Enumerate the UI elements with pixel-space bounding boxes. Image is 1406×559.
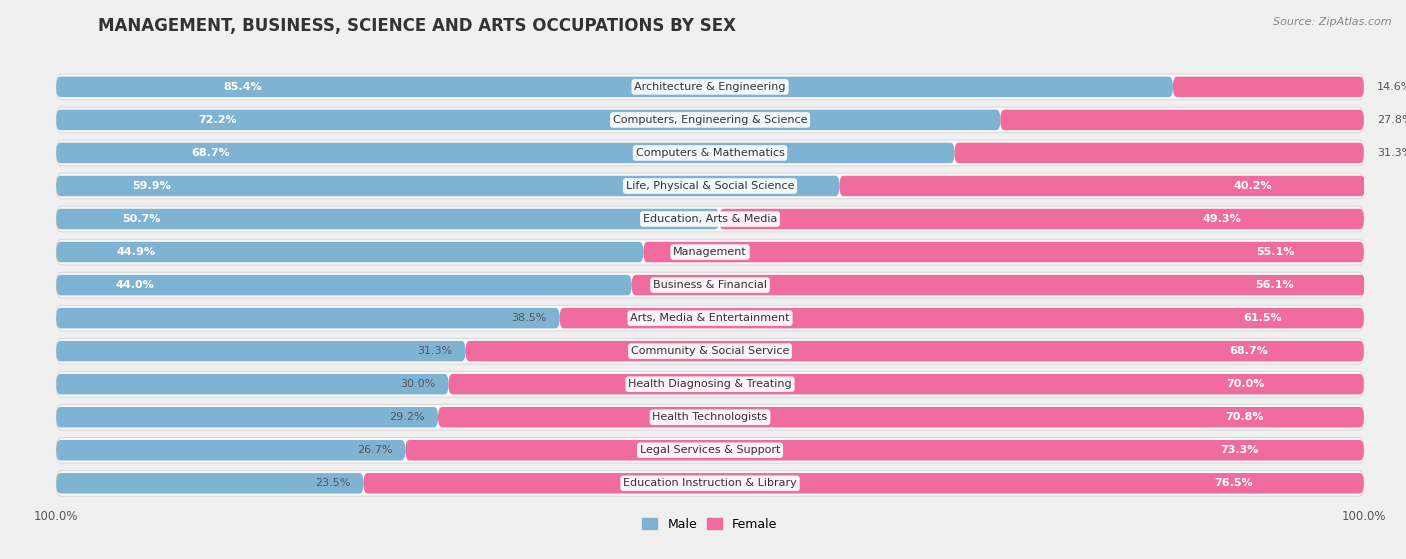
Text: Computers, Engineering & Science: Computers, Engineering & Science <box>613 115 807 125</box>
FancyBboxPatch shape <box>955 143 1364 163</box>
Text: 72.2%: 72.2% <box>198 115 236 125</box>
FancyBboxPatch shape <box>56 275 631 295</box>
FancyBboxPatch shape <box>56 242 644 262</box>
FancyBboxPatch shape <box>56 308 560 328</box>
Text: 27.8%: 27.8% <box>1376 115 1406 125</box>
Text: Management: Management <box>673 247 747 257</box>
FancyBboxPatch shape <box>439 407 1364 428</box>
FancyBboxPatch shape <box>720 209 1364 229</box>
Text: Legal Services & Support: Legal Services & Support <box>640 446 780 455</box>
FancyBboxPatch shape <box>1000 110 1364 130</box>
FancyBboxPatch shape <box>560 308 1364 328</box>
FancyBboxPatch shape <box>56 143 955 163</box>
Text: 29.2%: 29.2% <box>389 412 425 422</box>
Text: 56.1%: 56.1% <box>1256 280 1294 290</box>
Text: Source: ZipAtlas.com: Source: ZipAtlas.com <box>1274 17 1392 27</box>
Text: Computers & Mathematics: Computers & Mathematics <box>636 148 785 158</box>
Text: Education Instruction & Library: Education Instruction & Library <box>623 479 797 488</box>
FancyBboxPatch shape <box>56 110 1000 130</box>
FancyBboxPatch shape <box>56 74 1364 100</box>
FancyBboxPatch shape <box>56 209 720 229</box>
FancyBboxPatch shape <box>56 440 405 461</box>
Text: Community & Social Service: Community & Social Service <box>631 346 789 356</box>
Text: 73.3%: 73.3% <box>1220 446 1258 455</box>
FancyBboxPatch shape <box>405 440 1364 461</box>
Text: 38.5%: 38.5% <box>512 313 547 323</box>
Text: 23.5%: 23.5% <box>315 479 350 488</box>
Text: 44.9%: 44.9% <box>117 247 155 257</box>
FancyBboxPatch shape <box>56 107 1364 133</box>
FancyBboxPatch shape <box>56 77 1173 97</box>
FancyBboxPatch shape <box>56 140 1364 166</box>
FancyBboxPatch shape <box>56 239 1364 265</box>
FancyBboxPatch shape <box>56 341 465 361</box>
FancyBboxPatch shape <box>56 407 439 428</box>
FancyBboxPatch shape <box>56 374 449 395</box>
Text: 44.0%: 44.0% <box>115 280 155 290</box>
FancyBboxPatch shape <box>56 305 1364 331</box>
Text: Business & Financial: Business & Financial <box>652 280 768 290</box>
FancyBboxPatch shape <box>56 437 1364 463</box>
Text: Life, Physical & Social Science: Life, Physical & Social Science <box>626 181 794 191</box>
Text: 85.4%: 85.4% <box>224 82 263 92</box>
FancyBboxPatch shape <box>56 371 1364 397</box>
FancyBboxPatch shape <box>644 242 1364 262</box>
Text: 70.0%: 70.0% <box>1226 379 1265 389</box>
Text: 31.3%: 31.3% <box>418 346 453 356</box>
Text: Education, Arts & Media: Education, Arts & Media <box>643 214 778 224</box>
Text: 59.9%: 59.9% <box>132 181 170 191</box>
Text: Architecture & Engineering: Architecture & Engineering <box>634 82 786 92</box>
Text: 68.7%: 68.7% <box>191 148 229 158</box>
FancyBboxPatch shape <box>56 173 1364 199</box>
FancyBboxPatch shape <box>56 272 1364 298</box>
Text: Arts, Media & Entertainment: Arts, Media & Entertainment <box>630 313 790 323</box>
Text: MANAGEMENT, BUSINESS, SCIENCE AND ARTS OCCUPATIONS BY SEX: MANAGEMENT, BUSINESS, SCIENCE AND ARTS O… <box>98 17 737 35</box>
FancyBboxPatch shape <box>56 338 1364 364</box>
FancyBboxPatch shape <box>56 471 1364 496</box>
FancyBboxPatch shape <box>1173 77 1364 97</box>
Text: 40.2%: 40.2% <box>1233 181 1272 191</box>
FancyBboxPatch shape <box>56 206 1364 232</box>
Text: 55.1%: 55.1% <box>1256 247 1294 257</box>
Text: 30.0%: 30.0% <box>401 379 436 389</box>
Text: 26.7%: 26.7% <box>357 446 392 455</box>
Text: Health Diagnosing & Treating: Health Diagnosing & Treating <box>628 379 792 389</box>
FancyBboxPatch shape <box>56 176 839 196</box>
FancyBboxPatch shape <box>631 275 1365 295</box>
Text: 70.8%: 70.8% <box>1225 412 1264 422</box>
Text: 61.5%: 61.5% <box>1243 313 1282 323</box>
Text: 68.7%: 68.7% <box>1229 346 1268 356</box>
Text: 49.3%: 49.3% <box>1202 214 1241 224</box>
Text: 76.5%: 76.5% <box>1213 479 1253 488</box>
FancyBboxPatch shape <box>56 473 364 494</box>
FancyBboxPatch shape <box>839 176 1365 196</box>
FancyBboxPatch shape <box>364 473 1364 494</box>
Legend: Male, Female: Male, Female <box>637 513 783 536</box>
FancyBboxPatch shape <box>465 341 1364 361</box>
Text: Health Technologists: Health Technologists <box>652 412 768 422</box>
Text: 14.6%: 14.6% <box>1376 82 1406 92</box>
Text: 50.7%: 50.7% <box>122 214 160 224</box>
FancyBboxPatch shape <box>449 374 1364 395</box>
Text: 31.3%: 31.3% <box>1376 148 1406 158</box>
FancyBboxPatch shape <box>56 404 1364 430</box>
